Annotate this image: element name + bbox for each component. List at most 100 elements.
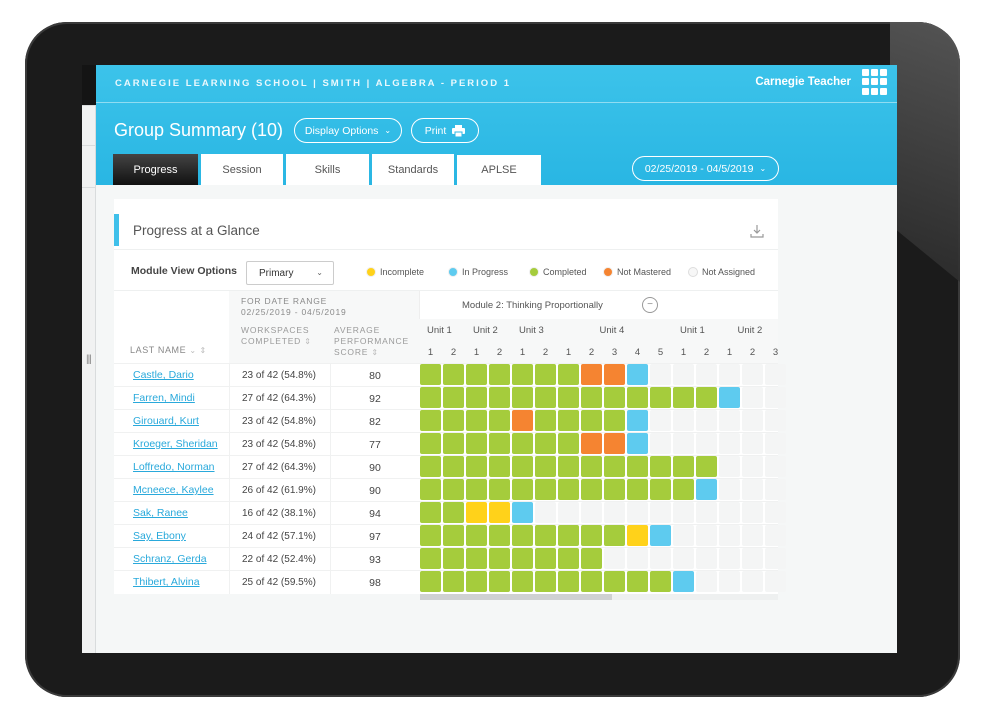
progress-cell[interactable] bbox=[604, 410, 625, 431]
progress-cell[interactable] bbox=[512, 479, 533, 500]
student-name-link[interactable]: Say, Ebony bbox=[133, 530, 186, 542]
progress-cell[interactable] bbox=[420, 479, 441, 500]
progress-cell[interactable] bbox=[650, 387, 671, 408]
progress-cell[interactable] bbox=[558, 571, 579, 592]
progress-cell[interactable] bbox=[627, 479, 648, 500]
download-icon[interactable] bbox=[750, 224, 764, 238]
progress-cell[interactable] bbox=[627, 456, 648, 477]
progress-cell[interactable] bbox=[604, 456, 625, 477]
progress-cell[interactable] bbox=[558, 364, 579, 385]
progress-cell[interactable] bbox=[558, 548, 579, 569]
progress-cell[interactable] bbox=[535, 571, 556, 592]
progress-cell[interactable] bbox=[443, 410, 464, 431]
progress-cell[interactable] bbox=[420, 502, 441, 523]
student-name-link[interactable]: Castle, Dario bbox=[133, 369, 194, 381]
progress-cell[interactable] bbox=[420, 525, 441, 546]
progress-cell[interactable] bbox=[535, 548, 556, 569]
progress-cell[interactable] bbox=[696, 456, 717, 477]
progress-cell[interactable] bbox=[558, 479, 579, 500]
progress-cell[interactable] bbox=[489, 410, 510, 431]
progress-cell[interactable] bbox=[558, 525, 579, 546]
progress-cell[interactable] bbox=[512, 502, 533, 523]
progress-cell[interactable] bbox=[604, 387, 625, 408]
left-sidebar-collapsed[interactable]: ||| bbox=[82, 65, 96, 653]
tab-session[interactable]: Session bbox=[201, 154, 283, 185]
progress-cell[interactable] bbox=[650, 456, 671, 477]
progress-cell[interactable] bbox=[604, 525, 625, 546]
progress-cell[interactable] bbox=[512, 548, 533, 569]
progress-cell[interactable] bbox=[420, 456, 441, 477]
collapse-module-icon[interactable]: − bbox=[642, 297, 658, 313]
progress-cell[interactable] bbox=[512, 456, 533, 477]
sort-last-name[interactable]: LAST NAME ⌄ ⇕ bbox=[130, 345, 207, 355]
progress-cell[interactable] bbox=[535, 364, 556, 385]
progress-cell[interactable] bbox=[443, 525, 464, 546]
progress-cell[interactable] bbox=[581, 479, 602, 500]
display-options-button[interactable]: Display Options ⌄ bbox=[294, 118, 402, 143]
progress-cell[interactable] bbox=[558, 433, 579, 454]
progress-cell[interactable] bbox=[673, 387, 694, 408]
progress-cell[interactable] bbox=[443, 456, 464, 477]
progress-cell[interactable] bbox=[466, 387, 487, 408]
progress-cell[interactable] bbox=[466, 410, 487, 431]
app-grid-icon[interactable] bbox=[862, 69, 888, 95]
progress-cell[interactable] bbox=[627, 433, 648, 454]
progress-cell[interactable] bbox=[466, 548, 487, 569]
progress-cell[interactable] bbox=[719, 387, 740, 408]
progress-cell[interactable] bbox=[604, 433, 625, 454]
progress-cell[interactable] bbox=[696, 479, 717, 500]
drag-handle-icon[interactable]: ||| bbox=[86, 354, 92, 365]
progress-cell[interactable] bbox=[650, 571, 671, 592]
progress-cell[interactable] bbox=[581, 548, 602, 569]
student-name-link[interactable]: Farren, Mindi bbox=[133, 392, 195, 404]
progress-cell[interactable] bbox=[489, 433, 510, 454]
progress-cell[interactable] bbox=[604, 364, 625, 385]
progress-cell[interactable] bbox=[420, 571, 441, 592]
progress-cell[interactable] bbox=[627, 410, 648, 431]
scrollbar-thumb[interactable] bbox=[420, 594, 612, 600]
progress-cell[interactable] bbox=[604, 571, 625, 592]
progress-cell[interactable] bbox=[512, 571, 533, 592]
progress-cell[interactable] bbox=[489, 479, 510, 500]
column-header-score[interactable]: AVERAGE PERFORMANCE SCORE ⇕ bbox=[334, 325, 416, 358]
progress-cell[interactable] bbox=[489, 571, 510, 592]
progress-cell[interactable] bbox=[512, 387, 533, 408]
progress-cell[interactable] bbox=[673, 456, 694, 477]
progress-cell[interactable] bbox=[650, 525, 671, 546]
progress-cell[interactable] bbox=[650, 479, 671, 500]
student-name-link[interactable]: Loffredo, Norman bbox=[133, 461, 215, 473]
progress-cell[interactable] bbox=[489, 456, 510, 477]
column-header-workspaces[interactable]: WORKSPACES COMPLETED ⇕ bbox=[241, 325, 323, 347]
progress-cell[interactable] bbox=[489, 525, 510, 546]
progress-cell[interactable] bbox=[420, 364, 441, 385]
progress-cell[interactable] bbox=[581, 387, 602, 408]
progress-cell[interactable] bbox=[558, 387, 579, 408]
student-name-link[interactable]: Girouard, Kurt bbox=[133, 415, 199, 427]
tab-skills[interactable]: Skills bbox=[286, 154, 369, 185]
progress-cell[interactable] bbox=[581, 456, 602, 477]
progress-cell[interactable] bbox=[673, 479, 694, 500]
progress-cell[interactable] bbox=[604, 479, 625, 500]
progress-cell[interactable] bbox=[466, 479, 487, 500]
tab-progress[interactable]: Progress bbox=[113, 154, 198, 185]
progress-cell[interactable] bbox=[627, 387, 648, 408]
progress-cell[interactable] bbox=[466, 433, 487, 454]
progress-cell[interactable] bbox=[420, 433, 441, 454]
progress-cell[interactable] bbox=[535, 479, 556, 500]
progress-cell[interactable] bbox=[627, 571, 648, 592]
progress-cell[interactable] bbox=[443, 387, 464, 408]
progress-cell[interactable] bbox=[535, 433, 556, 454]
progress-cell[interactable] bbox=[443, 479, 464, 500]
progress-cell[interactable] bbox=[466, 571, 487, 592]
progress-cell[interactable] bbox=[489, 502, 510, 523]
progress-cell[interactable] bbox=[581, 364, 602, 385]
progress-cell[interactable] bbox=[512, 410, 533, 431]
progress-cell[interactable] bbox=[443, 571, 464, 592]
progress-cell[interactable] bbox=[420, 548, 441, 569]
progress-cell[interactable] bbox=[466, 364, 487, 385]
progress-cell[interactable] bbox=[581, 525, 602, 546]
progress-cell[interactable] bbox=[489, 364, 510, 385]
progress-cell[interactable] bbox=[581, 410, 602, 431]
progress-cell[interactable] bbox=[558, 410, 579, 431]
progress-cell[interactable] bbox=[466, 502, 487, 523]
